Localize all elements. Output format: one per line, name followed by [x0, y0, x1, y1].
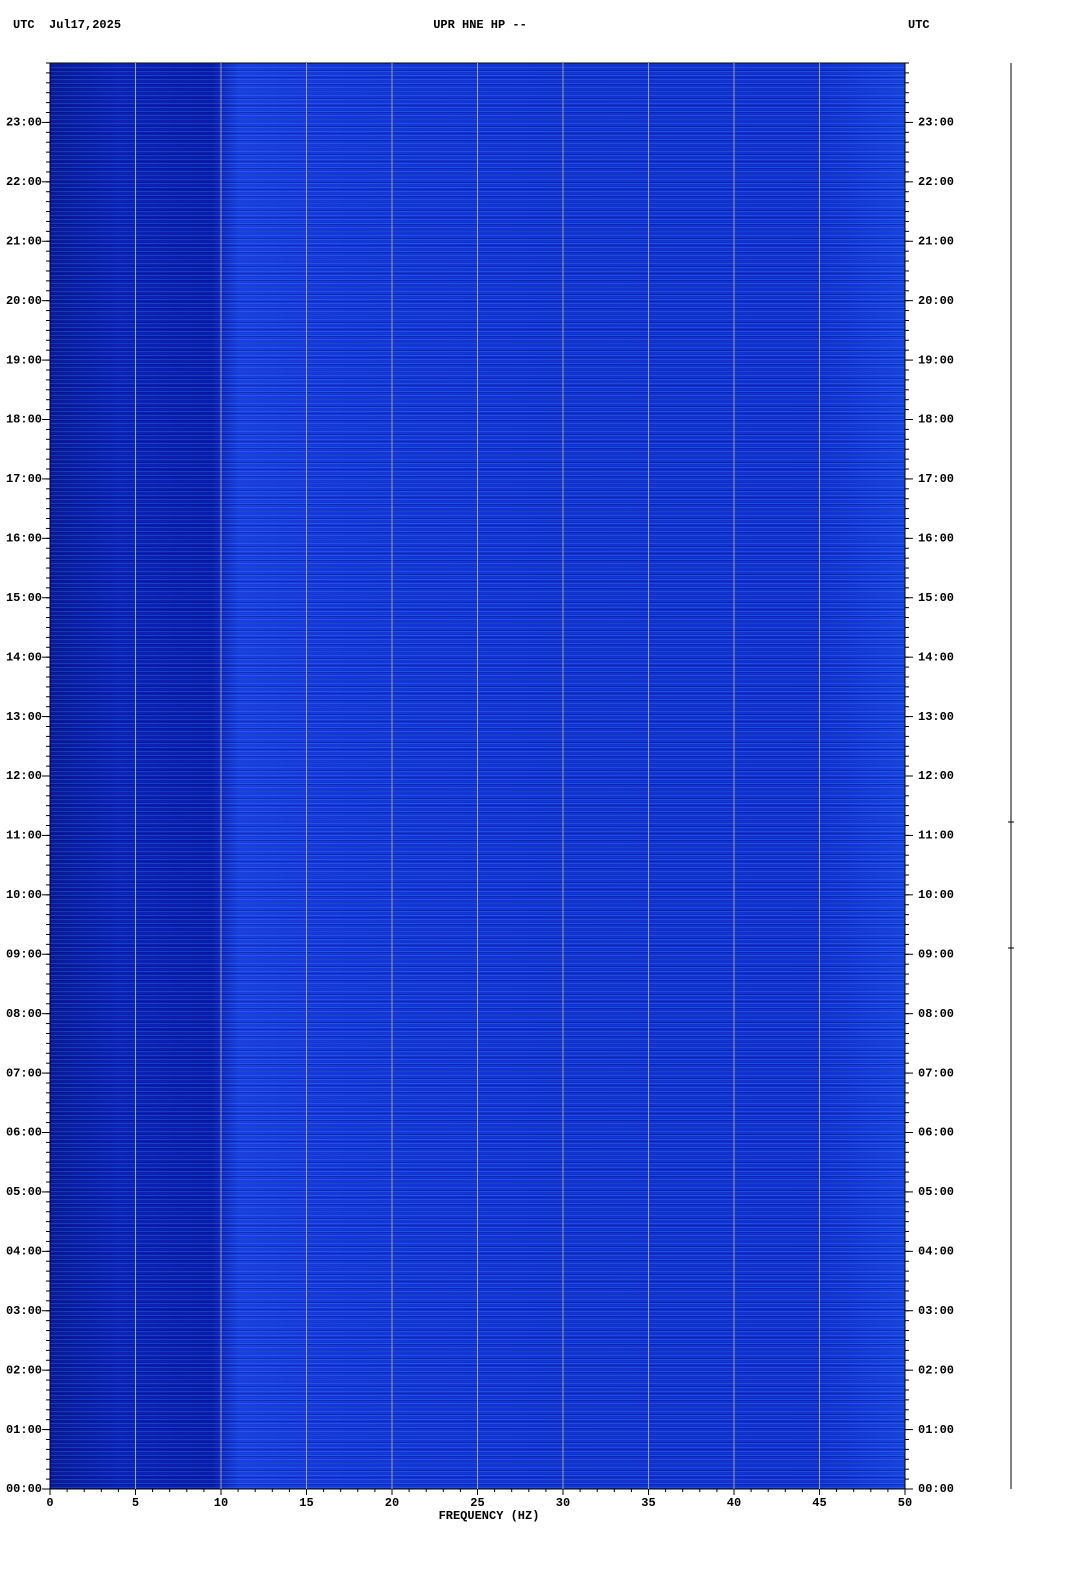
x-tick-label: 50: [898, 1496, 912, 1510]
x-tick-label: 15: [299, 1496, 313, 1510]
x-tick-label: 45: [812, 1496, 826, 1510]
y-tick-label: 21:00: [6, 234, 42, 248]
y-tick-label-right: 00:00: [918, 1482, 954, 1496]
x-tick-label: 10: [214, 1496, 228, 1510]
y-tick-label: 05:00: [6, 1185, 42, 1199]
y-tick-label-right: 02:00: [918, 1363, 954, 1377]
x-tick-label: 40: [727, 1496, 741, 1510]
y-tick-label-right: 16:00: [918, 532, 954, 546]
y-tick-label-right: 05:00: [918, 1185, 954, 1199]
chart-title: UPR HNE HP --: [433, 18, 527, 32]
y-tick-label-right: 13:00: [918, 710, 954, 724]
y-tick-label-right: 23:00: [918, 116, 954, 130]
x-tick-label: 35: [641, 1496, 655, 1510]
y-tick-label: 23:00: [6, 116, 42, 130]
y-tick-label: 06:00: [6, 1126, 42, 1140]
y-tick-label-right: 01:00: [918, 1423, 954, 1437]
y-tick-label: 08:00: [6, 1007, 42, 1021]
x-tick-label: 0: [46, 1496, 53, 1510]
y-tick-label-right: 08:00: [918, 1007, 954, 1021]
y-tick-label: 11:00: [6, 829, 42, 843]
x-tick-label: 25: [470, 1496, 484, 1510]
y-tick-label: 15:00: [6, 591, 42, 605]
y-tick-label-right: 04:00: [918, 1245, 954, 1259]
right-utc-label: UTC: [908, 18, 930, 32]
x-tick-label: 5: [132, 1496, 139, 1510]
y-tick-label: 19:00: [6, 353, 42, 367]
y-tick-label: 07:00: [6, 1066, 42, 1080]
y-tick-label-right: 15:00: [918, 591, 954, 605]
y-tick-label: 20:00: [6, 294, 42, 308]
y-tick-label: 01:00: [6, 1423, 42, 1437]
y-tick-label-right: 22:00: [918, 175, 954, 189]
y-tick-label: 22:00: [6, 175, 42, 189]
y-tick-label-right: 17:00: [918, 472, 954, 486]
y-tick-label: 00:00: [6, 1482, 42, 1496]
y-tick-label-right: 14:00: [918, 650, 954, 664]
y-tick-label-right: 20:00: [918, 294, 954, 308]
y-tick-label-right: 10:00: [918, 888, 954, 902]
y-tick-label-right: 11:00: [918, 829, 954, 843]
y-tick-label-right: 18:00: [918, 413, 954, 427]
y-tick-label: 10:00: [6, 888, 42, 902]
x-axis-label: FREQUENCY (HZ): [439, 1509, 540, 1523]
date-label: UTC Jul17,2025: [13, 18, 121, 32]
y-tick-label: 03:00: [6, 1304, 42, 1318]
y-tick-label: 17:00: [6, 472, 42, 486]
y-tick-label: 14:00: [6, 650, 42, 664]
y-tick-label-right: 19:00: [918, 353, 954, 367]
y-tick-label: 16:00: [6, 532, 42, 546]
y-tick-label-right: 03:00: [918, 1304, 954, 1318]
y-tick-label: 18:00: [6, 413, 42, 427]
y-tick-label: 13:00: [6, 710, 42, 724]
y-tick-label: 12:00: [6, 769, 42, 783]
y-tick-label: 04:00: [6, 1245, 42, 1259]
y-tick-label-right: 09:00: [918, 947, 954, 961]
y-tick-label: 02:00: [6, 1363, 42, 1377]
y-tick-label-right: 07:00: [918, 1066, 954, 1080]
y-tick-label: 09:00: [6, 947, 42, 961]
y-tick-label-right: 06:00: [918, 1126, 954, 1140]
x-tick-label: 20: [385, 1496, 399, 1510]
y-tick-label-right: 12:00: [918, 769, 954, 783]
y-tick-label-right: 21:00: [918, 234, 954, 248]
x-tick-label: 30: [556, 1496, 570, 1510]
